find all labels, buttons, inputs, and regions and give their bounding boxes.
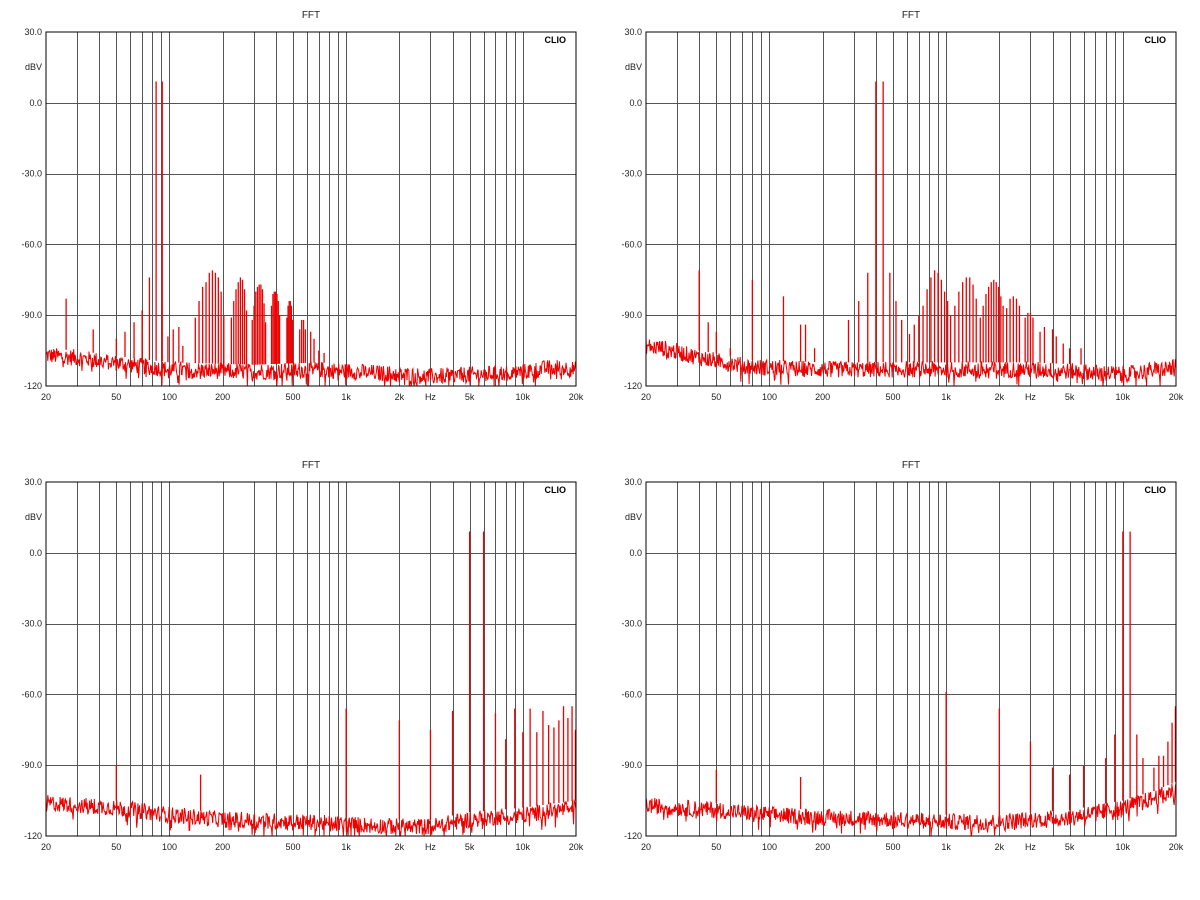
x-tick-label: 5k	[1065, 842, 1075, 852]
x-tick-label: Hz	[1025, 842, 1036, 852]
y-axis-unit: dBV	[625, 62, 642, 72]
x-tick-label: 2k	[395, 842, 405, 852]
x-tick-label: 200	[215, 392, 230, 402]
x-tick-label: 10k	[516, 392, 531, 402]
x-tick-label: 2k	[395, 392, 405, 402]
x-tick-label: 5k	[1065, 392, 1075, 402]
clio-badge: CLIO	[545, 35, 567, 45]
x-tick-label: 1k	[341, 842, 351, 852]
x-tick-label: 100	[162, 392, 177, 402]
plot-frame	[645, 31, 1177, 387]
x-tick-label: 20k	[569, 842, 584, 852]
x-tick-label: 10k	[1116, 842, 1131, 852]
y-axis-unit: dBV	[25, 512, 42, 522]
x-tick-label: 500	[885, 842, 900, 852]
fft-chart-4: FFT 30.0 0.0 -30.0 -60.0 -90.0 -120 dBV 20 50 100 2…	[621, 460, 1183, 852]
y-tick-label: -90.0	[621, 760, 642, 770]
y-tick-label: -30.0	[621, 619, 642, 629]
y-tick-label: 0.0	[29, 98, 42, 108]
y-tick-label: -90.0	[21, 760, 42, 770]
x-tick-label: 5k	[465, 392, 475, 402]
grid-lines	[46, 32, 576, 386]
y-tick-label: -60.0	[21, 239, 42, 249]
y-tick-label: 30.0	[24, 27, 42, 37]
noise-floor-trace	[645, 783, 1177, 837]
clio-badge: CLIO	[1145, 485, 1167, 495]
grid-lines	[646, 32, 1176, 386]
x-tick-label: 200	[215, 842, 230, 852]
y-tick-label: 0.0	[29, 548, 42, 558]
plot-border	[645, 31, 1177, 387]
noise-floor-trace	[645, 338, 1177, 387]
x-tick-label: Hz	[425, 842, 436, 852]
x-tick-label: 50	[711, 392, 721, 402]
plot-frame	[645, 481, 1177, 837]
y-tick-label: -90.0	[21, 310, 42, 320]
x-tick-label: Hz	[425, 392, 436, 402]
y-tick-label: -120	[24, 831, 42, 841]
y-tick-label: -120	[624, 381, 642, 391]
x-tick-label: 10k	[516, 842, 531, 852]
x-tick-label: 2k	[995, 842, 1005, 852]
plot-border	[45, 31, 577, 387]
x-tick-label: 100	[762, 392, 777, 402]
y-tick-label: 30.0	[624, 27, 642, 37]
y-tick-label: 30.0	[624, 477, 642, 487]
x-tick-label: 50	[111, 392, 121, 402]
x-tick-label: 200	[815, 392, 830, 402]
x-tick-label: 10k	[1116, 392, 1131, 402]
plot-border	[645, 481, 1177, 837]
grid-lines	[646, 482, 1176, 836]
fft-chart-3: FFT 30.0 0.0 -30.0 -60.0 -90.0 -120 dBV 20 50 100 2…	[21, 460, 583, 852]
chart-title: FFT	[302, 10, 320, 21]
y-tick-label: -120	[624, 831, 642, 841]
fft-chart-2: FFT 30.0 0.0 -30.0 -60.0 -90.0 -120 dBV 20 50 100 2…	[621, 10, 1183, 402]
x-tick-label: 20	[641, 392, 651, 402]
x-tick-label: 50	[711, 842, 721, 852]
clio-badge: CLIO	[1145, 35, 1167, 45]
y-tick-label: -60.0	[621, 689, 642, 699]
x-tick-label: 100	[162, 842, 177, 852]
y-tick-label: 0.0	[629, 98, 642, 108]
fft-chart-1: FFT 30.0 0.0 -30.0 -60.0 -90.0 -120 dBV 20 50 100 2…	[21, 10, 583, 402]
x-tick-label: 500	[285, 392, 300, 402]
chart-title: FFT	[902, 10, 920, 21]
x-tick-label: 1k	[941, 392, 951, 402]
chart-title: FFT	[302, 460, 320, 471]
x-tick-label: 1k	[341, 392, 351, 402]
x-tick-label: 2k	[995, 392, 1005, 402]
y-tick-label: 30.0	[24, 477, 42, 487]
x-tick-label: 20	[641, 842, 651, 852]
chart-title: FFT	[902, 460, 920, 471]
x-tick-label: 500	[885, 392, 900, 402]
x-tick-label: 100	[762, 842, 777, 852]
y-tick-label: -60.0	[21, 689, 42, 699]
x-tick-label: 20	[41, 392, 51, 402]
clio-badge: CLIO	[545, 485, 567, 495]
x-tick-label: 20k	[1169, 842, 1184, 852]
plot-border	[45, 481, 577, 837]
y-axis-unit: dBV	[625, 512, 642, 522]
x-tick-label: 500	[285, 842, 300, 852]
y-tick-label: -30.0	[621, 169, 642, 179]
x-tick-label: 5k	[465, 842, 475, 852]
x-tick-label: 200	[815, 842, 830, 852]
x-tick-label: 20k	[1169, 392, 1184, 402]
y-tick-label: -60.0	[621, 239, 642, 249]
y-axis-unit: dBV	[25, 62, 42, 72]
plot-frame	[45, 481, 577, 837]
y-tick-label: -30.0	[21, 169, 42, 179]
y-tick-label: -120	[24, 381, 42, 391]
y-tick-label: 0.0	[629, 548, 642, 558]
y-tick-label: -30.0	[21, 619, 42, 629]
x-tick-label: 1k	[941, 842, 951, 852]
noise-floor-trace	[45, 795, 577, 837]
y-tick-label: -90.0	[621, 310, 642, 320]
x-tick-label: Hz	[1025, 392, 1036, 402]
x-tick-label: 20	[41, 842, 51, 852]
x-tick-label: 20k	[569, 392, 584, 402]
x-tick-label: 50	[111, 842, 121, 852]
